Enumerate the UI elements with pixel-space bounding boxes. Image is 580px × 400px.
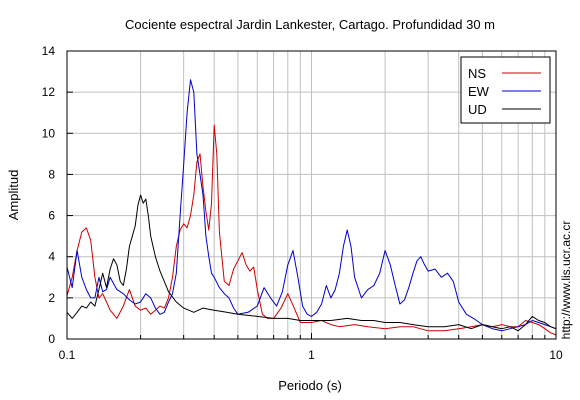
legend-label-ns: NS — [468, 66, 486, 81]
series-line-ud — [66, 194, 557, 332]
x-tick-label: 10 — [549, 348, 563, 362]
series-line-ew — [66, 79, 557, 332]
x-axis-label: Periodo (s) — [278, 378, 342, 393]
legend-label-ud: UD — [468, 102, 487, 117]
series-line-ns — [66, 124, 557, 336]
watermark-url: http://www.lis.ucr.ac.cr — [559, 221, 573, 340]
y-tick-label: 0 — [48, 332, 55, 346]
y-tick-label: 8 — [48, 167, 55, 181]
chart-title: Cociente espectral Jardin Lankester, Car… — [125, 17, 495, 32]
y-tick-label: 6 — [48, 209, 55, 223]
x-tick-label: 0.1 — [59, 348, 76, 362]
grid — [66, 50, 556, 340]
legend-box — [460, 56, 551, 124]
x-tick-label: 1 — [308, 348, 315, 362]
y-tick-label: 2 — [48, 291, 55, 305]
legend: NS EW UD — [460, 56, 551, 124]
y-tick-label: 4 — [48, 250, 55, 264]
y-tick-label: 12 — [42, 85, 56, 99]
legend-label-ew: EW — [468, 84, 490, 99]
axis-ticks: 0.1 1 10 0 2 4 6 8 10 12 14 — [42, 44, 563, 362]
y-tick-label: 10 — [42, 126, 56, 140]
y-tick-label: 14 — [42, 44, 56, 58]
plot-frame — [66, 50, 557, 340]
y-axis-label: Amplitud — [6, 170, 21, 221]
series-layer — [66, 79, 557, 336]
